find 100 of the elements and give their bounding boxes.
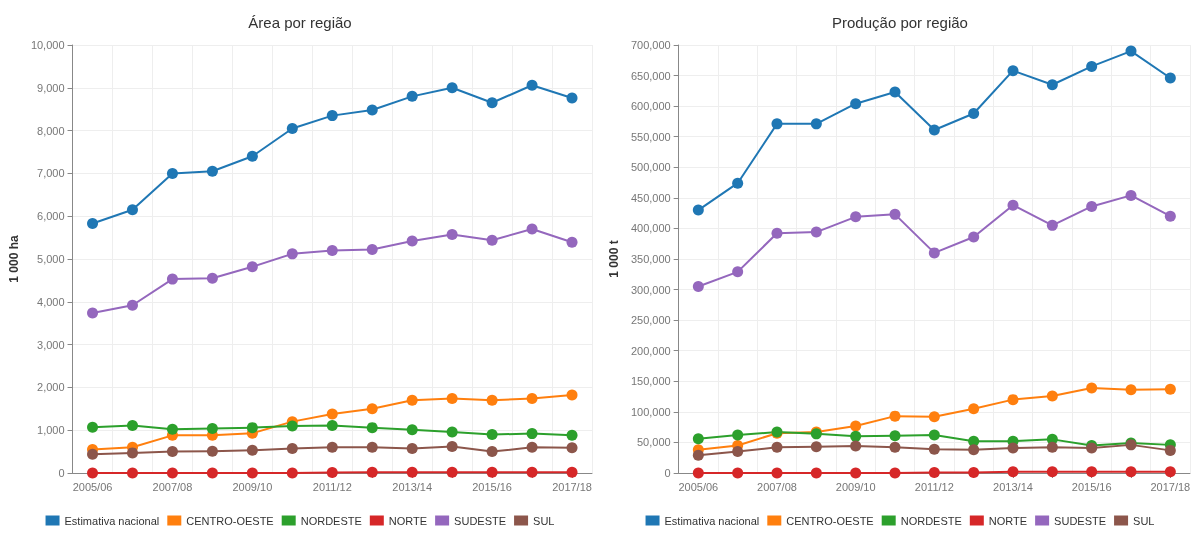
point <box>1125 189 1137 201</box>
point <box>566 236 578 248</box>
point <box>406 394 418 406</box>
x-tick-label: 2009/10 <box>835 480 876 493</box>
point <box>968 107 980 119</box>
y-tick-label: 5,000 <box>37 253 65 265</box>
point <box>566 466 578 478</box>
y-tick-label: 150,000 <box>630 375 671 388</box>
point <box>1007 394 1019 406</box>
y-tick-label: 6,000 <box>37 210 65 223</box>
point <box>486 394 498 406</box>
point <box>246 444 258 456</box>
y-tick-label: 7,000 <box>37 167 65 180</box>
point <box>928 466 940 478</box>
point <box>166 446 178 458</box>
legend-label: SUL <box>1133 514 1155 527</box>
point <box>1007 199 1019 211</box>
point <box>206 422 218 434</box>
point <box>850 467 862 479</box>
y-tick-label: 0 <box>58 467 65 479</box>
point <box>87 217 99 229</box>
point <box>87 307 99 319</box>
legend-label: SUDESTE <box>454 514 507 527</box>
chart-title: Produção por região <box>832 14 968 31</box>
point <box>1164 466 1176 478</box>
legend-label: CENTRO-OESTE <box>186 514 274 527</box>
y-tick-label: 100,000 <box>630 405 671 418</box>
point <box>526 428 538 440</box>
point <box>1046 390 1058 402</box>
point <box>566 389 578 401</box>
point <box>326 244 338 256</box>
y-tick-label: 3,000 <box>37 338 65 351</box>
point <box>286 420 298 432</box>
x-tick-label: 2017/18 <box>1150 480 1191 493</box>
point <box>486 234 498 246</box>
point <box>692 204 704 216</box>
point <box>87 467 99 479</box>
y-tick-label: 650,000 <box>630 69 671 82</box>
point <box>1125 466 1137 478</box>
y-tick-label: 200,000 <box>630 344 671 357</box>
point <box>326 110 338 122</box>
legend-label: Estimativa nacional <box>64 514 160 527</box>
x-tick-label: 2011/12 <box>914 480 954 493</box>
point <box>889 441 901 453</box>
point <box>771 118 783 130</box>
point <box>286 122 298 134</box>
point <box>692 281 704 293</box>
point <box>850 98 862 110</box>
point <box>1046 466 1058 478</box>
point <box>968 444 980 456</box>
y-axis-title: 1 000 ha <box>7 234 21 283</box>
legend-label: NORTE <box>988 514 1028 527</box>
point <box>126 299 138 311</box>
x-tick-label: 2011/12 <box>312 480 352 493</box>
point <box>326 419 338 431</box>
x-tick-label: 2013/14 <box>993 480 1033 493</box>
point <box>366 244 378 256</box>
point <box>166 273 178 285</box>
point <box>810 118 822 130</box>
point <box>928 411 940 423</box>
point <box>126 447 138 459</box>
y-tick-label: 8,000 <box>37 124 65 137</box>
point <box>968 231 980 243</box>
x-tick-label: 2005/06 <box>678 480 719 493</box>
point <box>526 79 538 91</box>
point <box>206 467 218 479</box>
point <box>326 467 338 479</box>
legend-label: NORTE <box>388 514 428 527</box>
y-tick-label: 450,000 <box>630 191 671 204</box>
chart-title: Área por região <box>248 14 352 31</box>
x-tick-label: 2009/10 <box>232 480 273 493</box>
point <box>366 104 378 116</box>
point <box>1086 200 1098 212</box>
point <box>87 448 99 460</box>
legend-label: SUDESTE <box>1054 514 1107 527</box>
point <box>889 430 901 442</box>
legend-label: CENTRO-OESTE <box>786 514 874 527</box>
point <box>732 446 744 458</box>
point <box>850 420 862 432</box>
point <box>446 82 458 94</box>
point <box>1046 441 1058 453</box>
y-tick-label: 350,000 <box>630 253 671 265</box>
y-tick-label: 50,000 <box>637 436 671 449</box>
point <box>286 248 298 260</box>
point <box>1086 60 1098 72</box>
point <box>1125 45 1137 57</box>
point <box>1164 383 1176 395</box>
point <box>326 441 338 453</box>
point <box>928 247 940 259</box>
point <box>366 466 378 478</box>
point <box>206 165 218 177</box>
point <box>166 467 178 479</box>
point <box>446 426 458 438</box>
point <box>486 466 498 478</box>
point <box>366 422 378 434</box>
point <box>566 442 578 454</box>
point <box>692 433 704 445</box>
y-tick-label: 500,000 <box>630 161 671 174</box>
point <box>771 467 783 479</box>
point <box>928 443 940 455</box>
